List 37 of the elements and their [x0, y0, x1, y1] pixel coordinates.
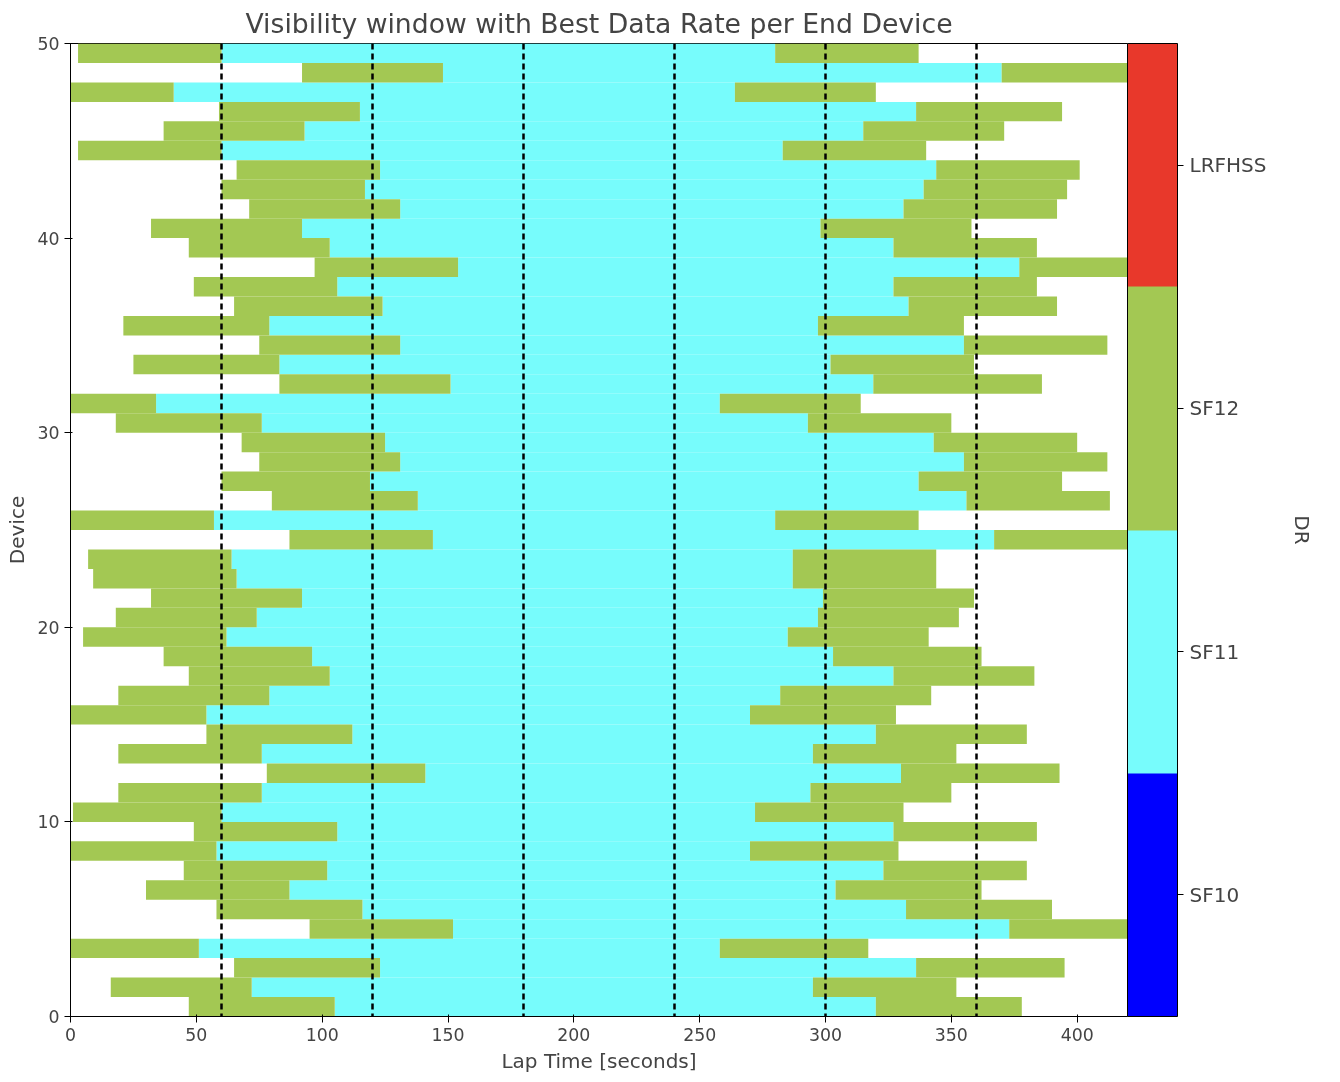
bar: [70, 938, 199, 959]
bar: [1001, 62, 1128, 83]
x-tick-label: 400: [1060, 1024, 1094, 1045]
bar: [78, 43, 222, 63]
x-tick-label: 200: [557, 1024, 591, 1045]
color-bar-label: LRFHSS: [1189, 153, 1267, 178]
bar: [266, 763, 426, 783]
bar: [994, 530, 1128, 550]
bar: [70, 510, 214, 530]
x-tick-label: 350: [934, 1024, 968, 1045]
chart-title: Visibility window with Best Data Rate per End Device: [245, 7, 953, 39]
y-tick-label: 10: [37, 812, 60, 833]
y-tick-label: 50: [37, 34, 60, 54]
x-tick-label: 150: [431, 1024, 465, 1045]
x-tick-label: 300: [808, 1024, 843, 1045]
color-bar-label: SF10: [1189, 882, 1240, 907]
x-tick-label: 50: [185, 1024, 208, 1045]
x-tick-label: 250: [683, 1024, 717, 1045]
bar: [775, 510, 919, 530]
color-bar-title: DR: [1289, 515, 1314, 545]
x-tick-label: 100: [305, 1024, 339, 1045]
x-axis-title: Lap Time [seconds]: [501, 1048, 697, 1073]
bar: [70, 82, 174, 102]
bar: [279, 374, 451, 394]
bar: [719, 938, 869, 959]
bar: [734, 82, 876, 102]
y-axis-title: Device: [5, 495, 30, 565]
y-tick-label: 0: [48, 1007, 60, 1027]
y-tick-label: 20: [37, 617, 60, 638]
bar: [775, 43, 919, 63]
bar: [289, 530, 433, 550]
color-bar-label: SF11: [1189, 639, 1240, 664]
x-tick-label: 0: [64, 1024, 77, 1045]
y-tick-label: 40: [37, 228, 60, 249]
bar: [302, 62, 443, 83]
color-bar-label: SF12: [1189, 396, 1240, 421]
y-tick-label: 30: [37, 423, 60, 444]
